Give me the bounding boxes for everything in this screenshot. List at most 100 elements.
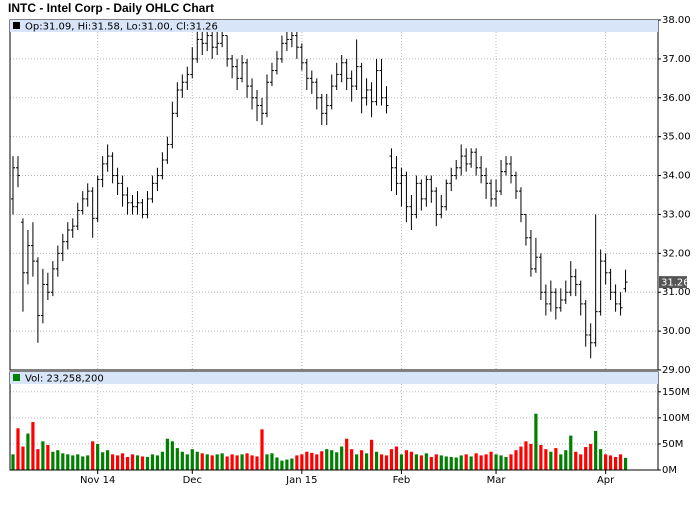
volume-bar (539, 444, 543, 470)
volume-bar (504, 456, 508, 470)
volume-bar (549, 451, 553, 470)
volume-bar (51, 451, 55, 470)
volume-bar (524, 441, 528, 470)
volume-bar (360, 450, 364, 470)
volume-bar (190, 449, 194, 470)
volume-bar (340, 446, 344, 470)
volume-bar (220, 453, 224, 470)
y-tick-label: 35.00 (662, 132, 691, 143)
volume-bar (618, 454, 623, 470)
volume-bar (210, 455, 214, 470)
volume-bar (544, 449, 548, 470)
volume-bar (295, 455, 299, 470)
volume-bar (424, 453, 428, 470)
volume-bar (101, 452, 105, 470)
volume-bar (26, 433, 30, 470)
volume-bar (345, 438, 349, 470)
volume-bar (11, 454, 15, 470)
volume-bar (579, 454, 583, 470)
volume-bar (494, 454, 498, 470)
volume-bar (559, 454, 563, 470)
volume-bar (514, 450, 518, 470)
volume-bar (155, 455, 160, 470)
y-tick-label: 38.00 (662, 15, 691, 26)
volume-bar (265, 454, 269, 470)
volume-bar (389, 449, 394, 470)
volume-bar (195, 451, 199, 470)
price-info-icon (13, 22, 20, 29)
volume-bar (91, 441, 95, 470)
y-tick-label: 36.00 (662, 93, 691, 104)
volume-bar (200, 453, 204, 470)
volume-bar (355, 454, 359, 470)
volume-bar (21, 446, 25, 470)
volume-bar (145, 456, 150, 470)
last-price-label: 31.26 (661, 278, 690, 289)
volume-info: Vol: 23,258,200 (25, 374, 104, 385)
y-tick-label: 29.00 (662, 365, 691, 376)
volume-bar (96, 443, 100, 470)
volume-bar (320, 451, 324, 470)
volume-bar (280, 460, 284, 470)
y-tick-label: 100M (662, 413, 690, 424)
volume-bar (335, 452, 339, 470)
y-tick-label: 32.00 (662, 248, 691, 259)
price-info: Op:31.09, Hi:31.58, Lo:31.00, Cl:31.26 (25, 22, 218, 33)
volume-bar (130, 454, 135, 470)
volume-bar (439, 455, 443, 470)
volume-bar (185, 454, 189, 470)
volume-bar (569, 435, 573, 470)
volume-bar (66, 454, 70, 470)
volume-bar (449, 456, 453, 470)
volume-bar (310, 452, 314, 470)
volume-bar (315, 454, 319, 470)
volume-bar (150, 454, 155, 470)
volume-bar (623, 457, 628, 470)
y-tick-label: 30.00 (662, 326, 691, 337)
volume-bar (270, 453, 274, 470)
volume-bar (61, 453, 65, 470)
y-tick-label: 37.00 (662, 54, 691, 65)
x-tick-label: Jan 15 (285, 475, 317, 486)
volume-bar (140, 456, 145, 470)
volume-bar (165, 438, 169, 470)
volume-bar (364, 453, 369, 470)
volume-bar (81, 456, 85, 470)
volume-bar (499, 455, 503, 470)
volume-bar (230, 454, 234, 470)
volume-bar (459, 455, 463, 470)
y-tick-label: 0M (662, 465, 677, 476)
volume-bar (180, 451, 184, 470)
y-tick-label: 34.00 (662, 171, 691, 182)
volume-bar (86, 455, 90, 470)
volume-bar (71, 455, 75, 470)
volume-bar (245, 453, 249, 470)
volume-bar (305, 451, 309, 470)
volume-bar (56, 450, 60, 470)
volume-bar (464, 454, 468, 470)
volume-bar (594, 430, 598, 470)
volume-bar (240, 454, 244, 470)
volume-bar (394, 446, 399, 470)
volume-bar (414, 454, 418, 470)
volume-bar (205, 454, 209, 470)
volume-bar (106, 450, 110, 470)
volume-bar (369, 439, 374, 470)
volume-bar (509, 454, 513, 470)
volume-bar (429, 456, 433, 470)
volume-bar (534, 413, 538, 470)
volume-bar (325, 449, 329, 470)
volume-bar (285, 459, 289, 470)
volume-bar (599, 449, 603, 470)
volume-bar (36, 449, 40, 470)
volume-bar (275, 457, 279, 470)
volume-bar (160, 451, 164, 470)
volume-bar (225, 456, 229, 470)
last-price-tag (659, 276, 687, 289)
volume-bar (260, 429, 264, 470)
volume-bar (115, 455, 120, 470)
volume-info-icon (13, 374, 20, 381)
volume-bar (613, 456, 618, 470)
